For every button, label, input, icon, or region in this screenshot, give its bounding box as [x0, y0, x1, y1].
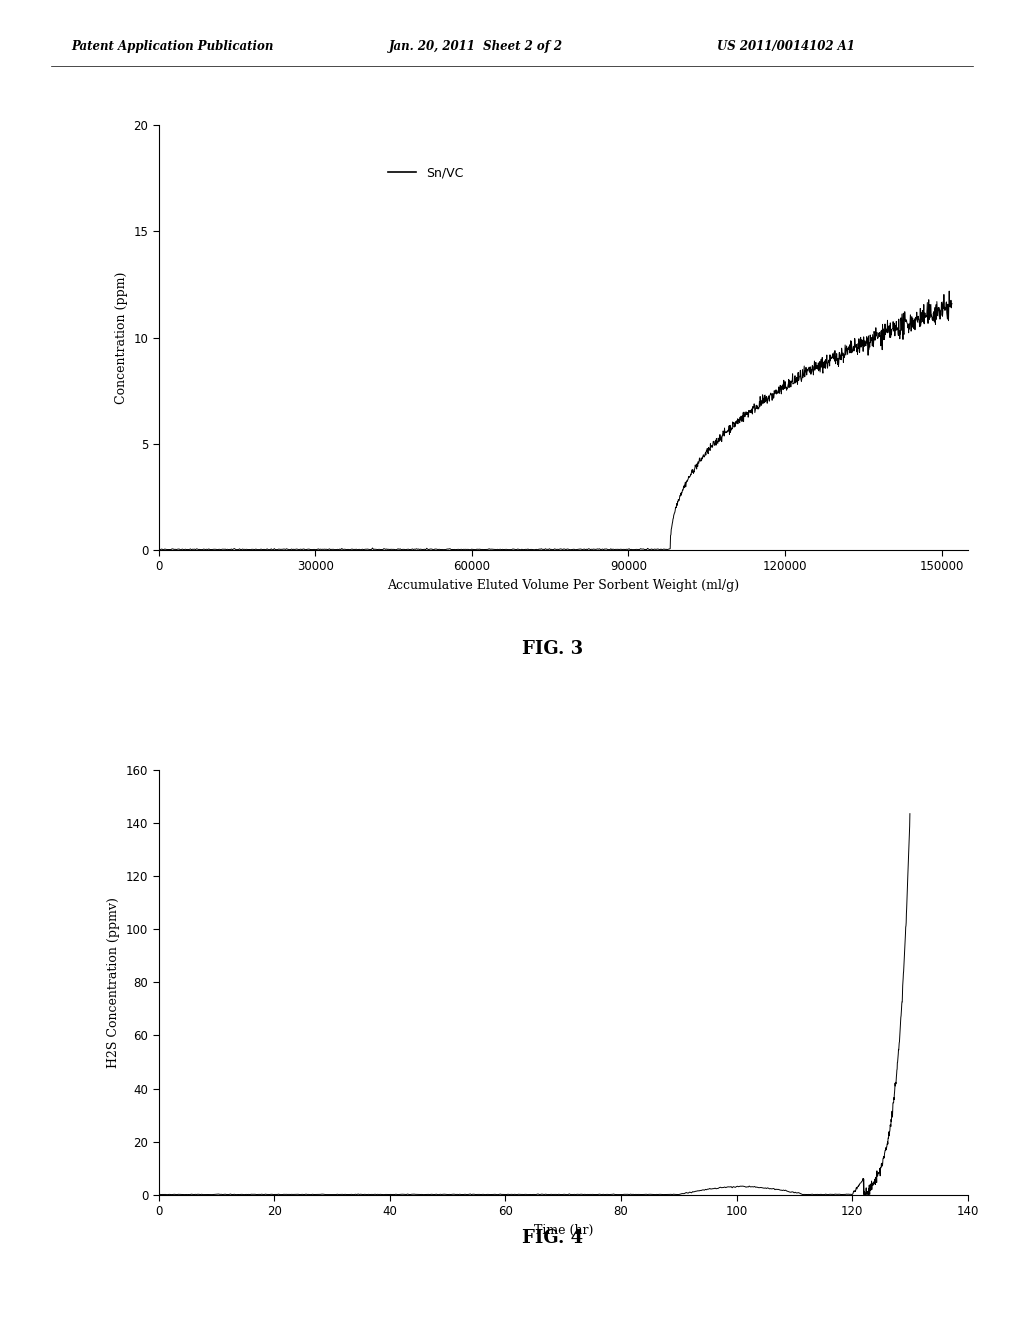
Text: FIG. 4: FIG. 4 [522, 1229, 584, 1247]
Y-axis label: Concentration (ppm): Concentration (ppm) [115, 272, 128, 404]
X-axis label: Accumulative Eluted Volume Per Sorbent Weight (ml/g): Accumulative Eluted Volume Per Sorbent W… [387, 578, 739, 591]
X-axis label: Time (hr): Time (hr) [534, 1224, 593, 1237]
Text: Jan. 20, 2011  Sheet 2 of 2: Jan. 20, 2011 Sheet 2 of 2 [389, 40, 563, 53]
Text: FIG. 3: FIG. 3 [522, 640, 584, 659]
Text: US 2011/0014102 A1: US 2011/0014102 A1 [717, 40, 855, 53]
Text: Patent Application Publication: Patent Application Publication [72, 40, 274, 53]
Y-axis label: H2S Concentration (ppmv): H2S Concentration (ppmv) [108, 898, 121, 1068]
Legend: Sn/VC: Sn/VC [383, 161, 468, 185]
